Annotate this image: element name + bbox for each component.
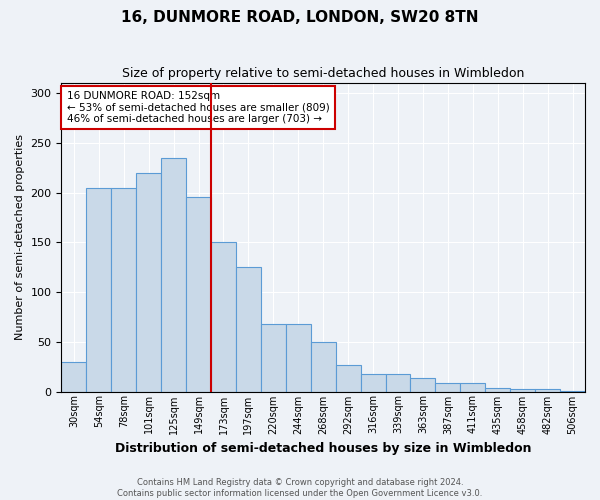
Bar	[161, 158, 186, 392]
Bar	[335, 364, 361, 392]
Bar	[61, 362, 86, 392]
Bar	[386, 374, 410, 392]
Bar	[286, 324, 311, 392]
X-axis label: Distribution of semi-detached houses by size in Wimbledon: Distribution of semi-detached houses by …	[115, 442, 532, 455]
Bar	[460, 382, 485, 392]
Bar	[211, 242, 236, 392]
Bar	[86, 188, 111, 392]
Bar	[436, 382, 460, 392]
Bar	[311, 342, 335, 392]
Bar	[361, 374, 386, 392]
Bar	[136, 172, 161, 392]
Bar	[186, 198, 211, 392]
Bar	[510, 388, 535, 392]
Text: 16 DUNMORE ROAD: 152sqm
← 53% of semi-detached houses are smaller (809)
46% of s: 16 DUNMORE ROAD: 152sqm ← 53% of semi-de…	[67, 91, 329, 124]
Bar	[236, 267, 261, 392]
Text: Contains HM Land Registry data © Crown copyright and database right 2024.
Contai: Contains HM Land Registry data © Crown c…	[118, 478, 482, 498]
Bar	[261, 324, 286, 392]
Text: 16, DUNMORE ROAD, LONDON, SW20 8TN: 16, DUNMORE ROAD, LONDON, SW20 8TN	[121, 10, 479, 25]
Bar	[111, 188, 136, 392]
Y-axis label: Number of semi-detached properties: Number of semi-detached properties	[15, 134, 25, 340]
Bar	[485, 388, 510, 392]
Bar	[560, 390, 585, 392]
Bar	[535, 388, 560, 392]
Title: Size of property relative to semi-detached houses in Wimbledon: Size of property relative to semi-detach…	[122, 68, 524, 80]
Bar	[410, 378, 436, 392]
